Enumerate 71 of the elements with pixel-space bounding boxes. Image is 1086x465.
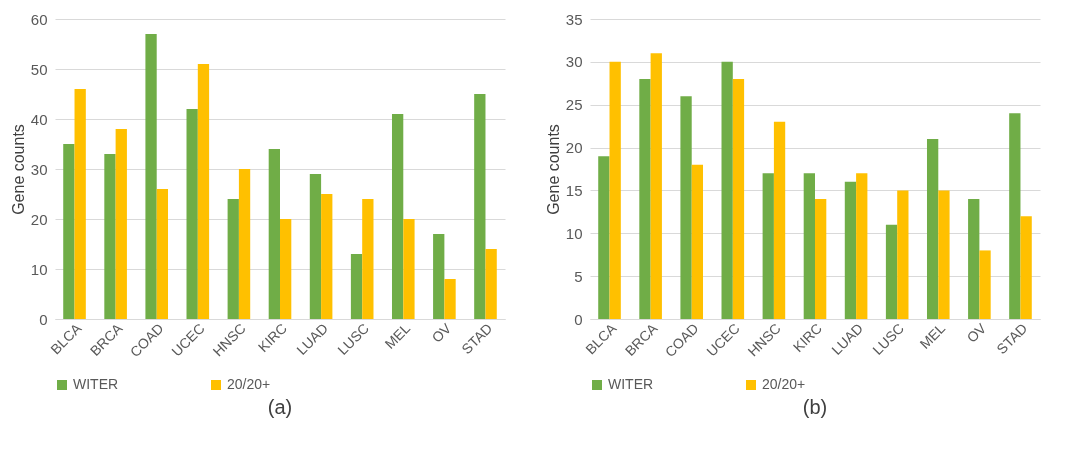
bar	[609, 61, 621, 319]
bar	[650, 53, 662, 319]
bar	[444, 279, 456, 319]
bar	[350, 254, 363, 319]
y-tick-label: 10	[565, 224, 583, 242]
bar	[691, 164, 704, 319]
bar	[145, 34, 157, 319]
bar	[156, 189, 169, 319]
bar	[844, 181, 857, 319]
y-tick-label: 30	[30, 160, 48, 178]
bar	[732, 79, 745, 319]
y-tick-label: 35	[565, 10, 583, 28]
y-axis-title: Gene counts	[9, 124, 27, 215]
bar	[773, 121, 786, 319]
bar	[74, 89, 86, 319]
y-tick-label: 0	[39, 310, 48, 328]
bar	[762, 173, 774, 319]
bar	[721, 61, 733, 319]
bar	[938, 190, 950, 319]
bar	[926, 139, 939, 319]
bar	[280, 219, 292, 319]
bar	[598, 156, 610, 319]
y-tick-label: 60	[30, 10, 48, 28]
bar	[979, 250, 991, 319]
bar	[321, 194, 333, 319]
bar	[186, 109, 198, 319]
y-tick-label: 5	[574, 267, 583, 285]
bar	[803, 173, 815, 319]
y-tick-label: 20	[30, 210, 48, 228]
legend-label: 20/20+	[227, 376, 271, 392]
legend-label: WITER	[608, 376, 654, 392]
bar	[362, 199, 374, 319]
bar	[197, 64, 210, 319]
bar	[433, 234, 445, 319]
bar	[856, 173, 868, 319]
bar	[115, 129, 127, 319]
bar	[391, 114, 404, 319]
bar	[474, 94, 486, 319]
y-tick-label: 0	[574, 310, 583, 328]
text: (b)	[802, 396, 828, 418]
bar	[639, 79, 651, 319]
bar	[238, 169, 251, 319]
y-tick-label: 40	[30, 110, 48, 128]
bar	[897, 190, 909, 319]
bar	[680, 96, 692, 319]
x-tick-label: MEL	[381, 319, 414, 352]
y-tick-label: 30	[565, 53, 583, 71]
y-tick-label: 25	[565, 96, 583, 114]
bar	[309, 174, 322, 319]
x-tick-label: OV	[963, 319, 990, 346]
bar	[1020, 216, 1032, 319]
y-axis-title: Gene counts	[544, 124, 562, 215]
bar	[968, 199, 980, 319]
bar	[1009, 113, 1021, 319]
legend-label: 20/20+	[762, 376, 806, 392]
bar	[63, 144, 75, 319]
y-tick-label: 15	[565, 181, 583, 199]
bar	[227, 199, 239, 319]
bar	[485, 249, 497, 319]
x-tick-label: OV	[428, 319, 455, 346]
y-tick-label: 50	[30, 60, 48, 78]
bar	[268, 149, 280, 319]
text: (a)	[267, 396, 293, 418]
x-tick-label: MEL	[916, 319, 949, 352]
y-tick-label: 20	[565, 139, 583, 157]
bar	[885, 224, 898, 319]
bar	[403, 219, 415, 319]
bar	[104, 154, 116, 319]
legend-label: WITER	[73, 376, 119, 392]
bar	[815, 199, 827, 319]
y-tick-label: 10	[30, 260, 48, 278]
